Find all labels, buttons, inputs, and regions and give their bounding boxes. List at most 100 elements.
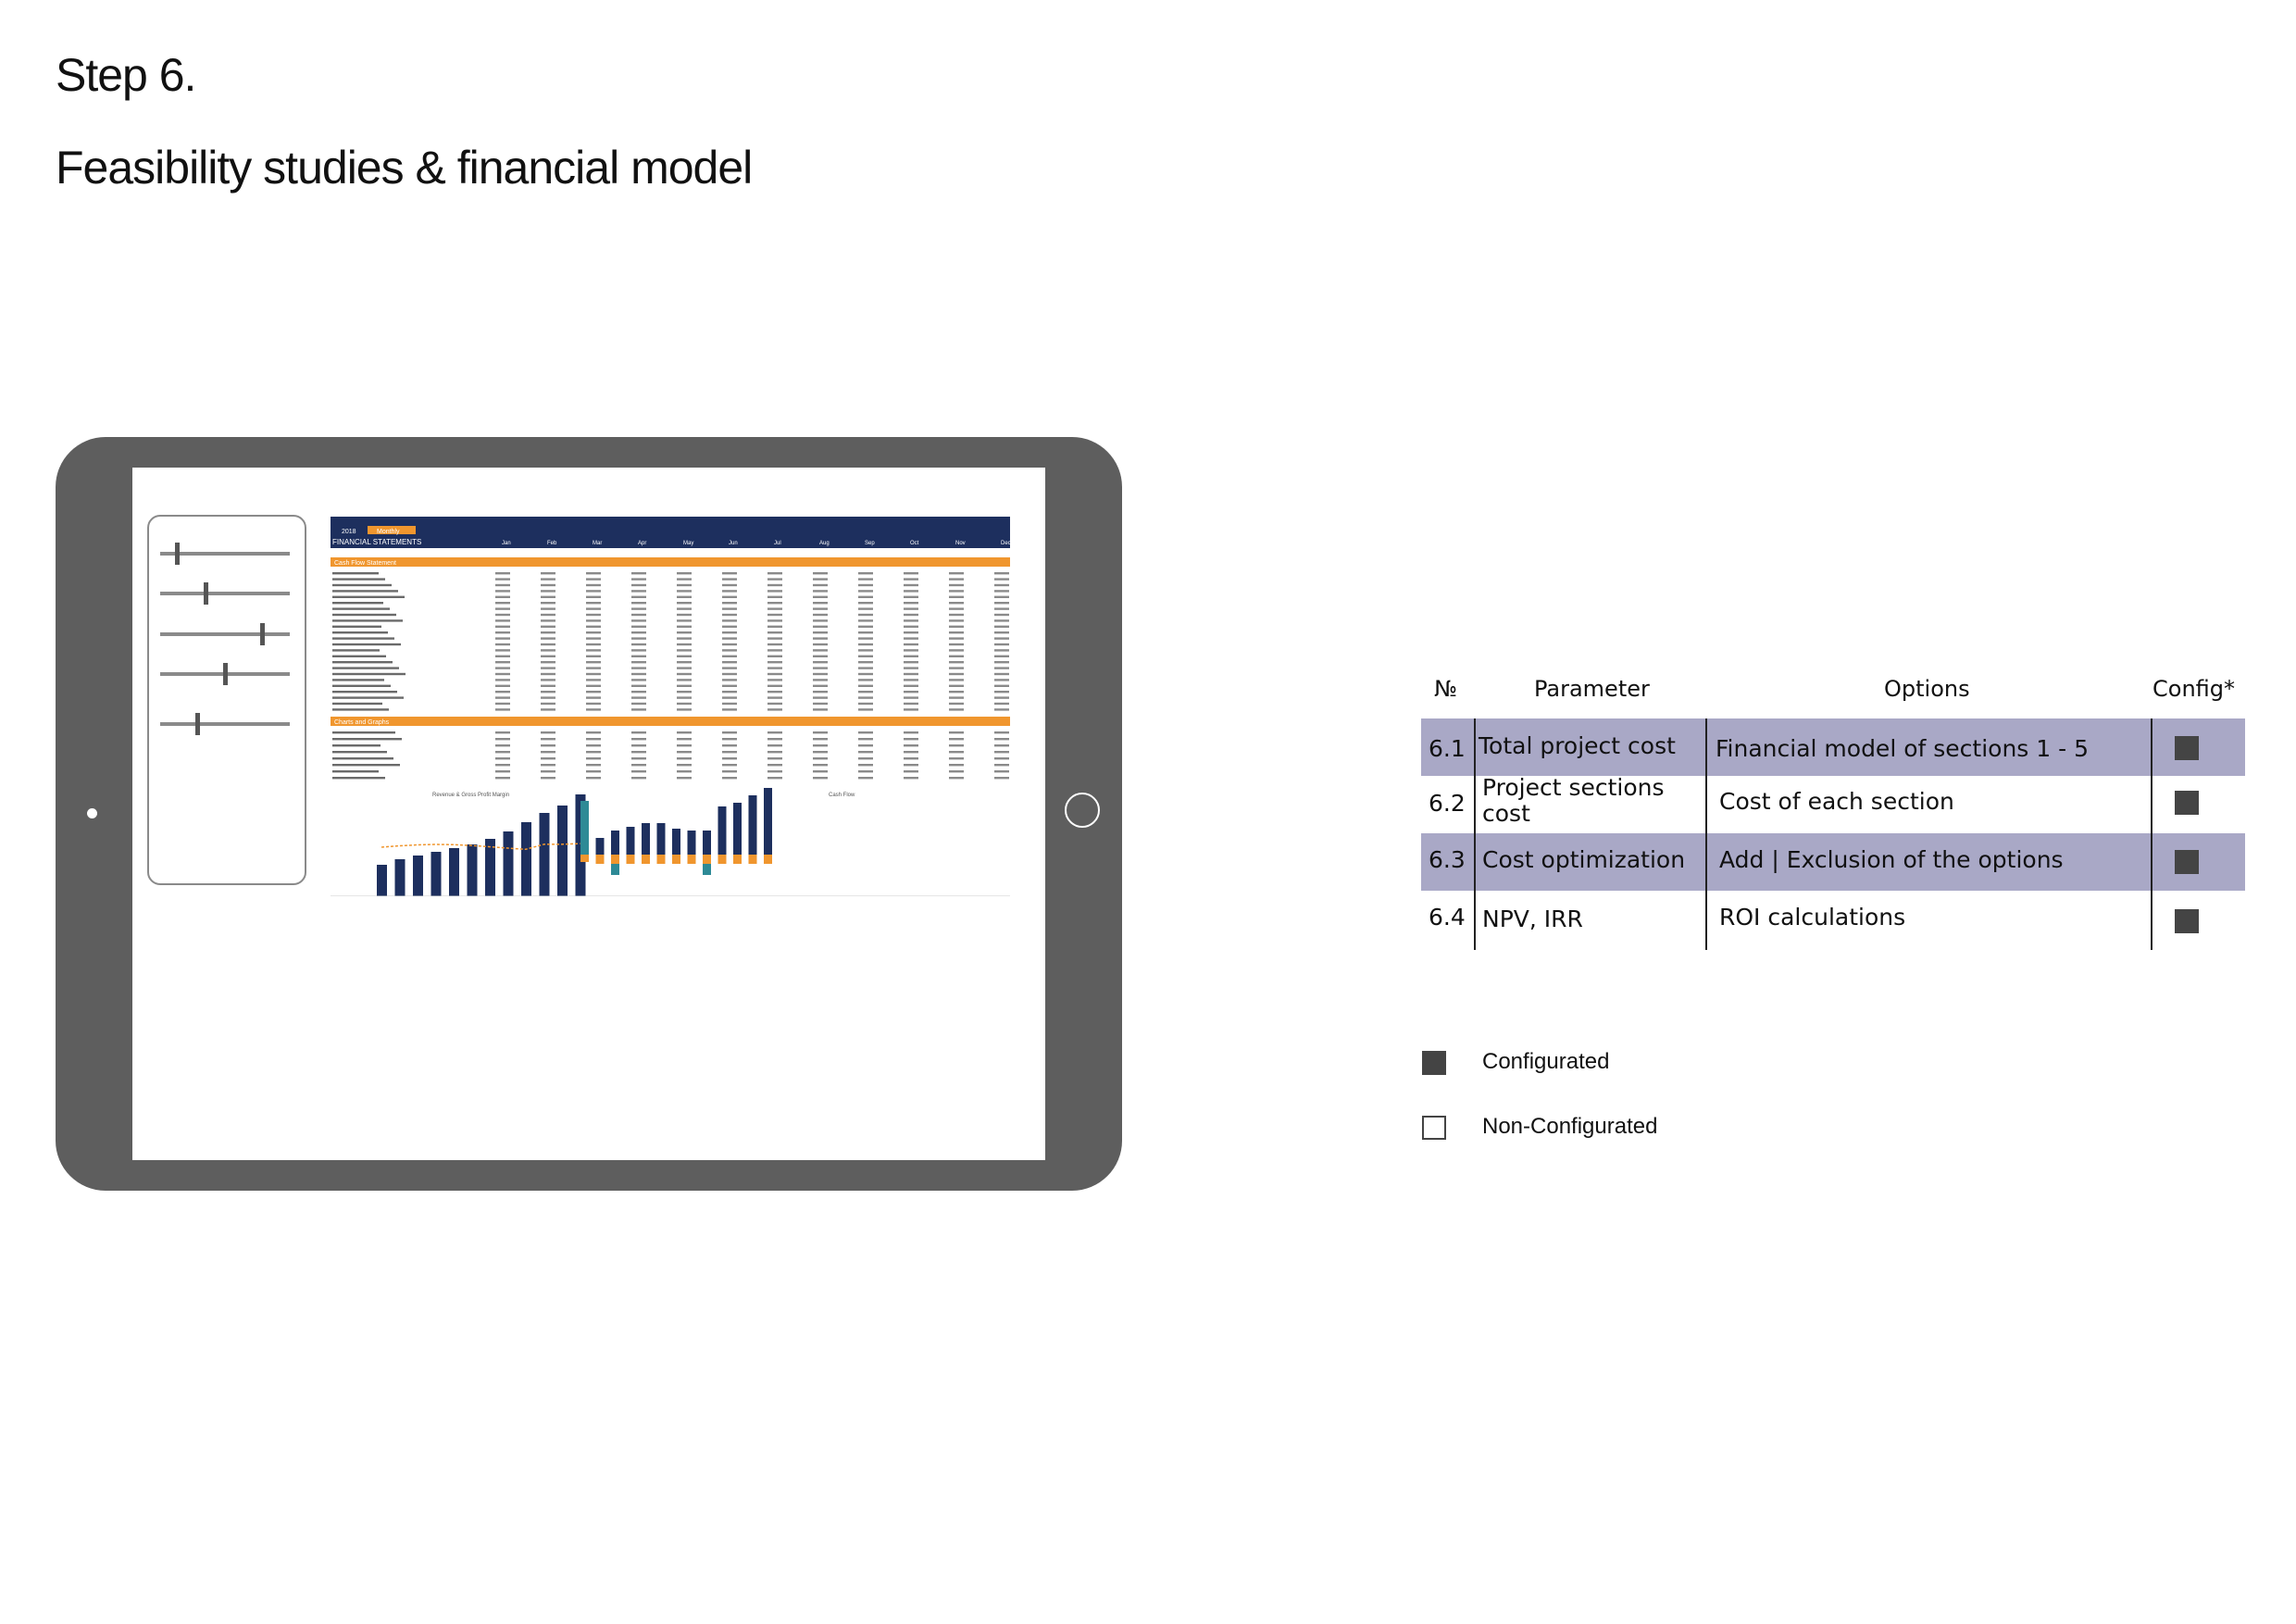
cell-placeholder	[722, 684, 737, 687]
cell-placeholder	[722, 770, 737, 773]
cell-placeholder	[586, 744, 601, 747]
cell-placeholder	[813, 691, 828, 693]
cell-placeholder	[813, 751, 828, 754]
cell-placeholder	[767, 684, 782, 687]
cell-placeholder	[949, 764, 964, 767]
cell-placeholder	[541, 691, 555, 693]
cell-placeholder	[722, 738, 737, 741]
cell-placeholder	[813, 655, 828, 657]
cell-placeholder	[722, 672, 737, 676]
cell-placeholder	[994, 764, 1009, 767]
revenue-bar	[521, 822, 531, 896]
row-label-placeholder	[332, 731, 395, 734]
cell-placeholder	[722, 572, 737, 575]
cell-placeholder	[904, 751, 918, 754]
cell-placeholder	[904, 696, 918, 699]
cell-placeholder	[722, 613, 737, 617]
cell-placeholder	[495, 643, 510, 646]
cell-placeholder	[495, 672, 510, 676]
configured-legend-label: Configurated	[1482, 1049, 1610, 1074]
cell-placeholder	[994, 631, 1009, 634]
row-label-placeholder	[332, 578, 385, 581]
cell-placeholder	[904, 764, 918, 767]
cell-placeholder	[994, 590, 1009, 593]
cell-placeholder	[495, 696, 510, 699]
cell-placeholder	[767, 679, 782, 681]
cell-placeholder	[631, 613, 646, 617]
cell-placeholder	[904, 602, 918, 605]
cell-placeholder	[858, 583, 873, 587]
revenue-bar	[430, 852, 442, 896]
cell-placeholder	[767, 751, 782, 754]
cell-placeholder	[994, 649, 1009, 652]
cell-placeholder	[767, 708, 782, 711]
revenue-chart	[377, 794, 586, 896]
cell-placeholder	[722, 637, 737, 640]
cell-placeholder	[722, 578, 737, 581]
row-label-placeholder	[332, 764, 400, 767]
column-divider	[2151, 718, 2152, 950]
cell-placeholder	[631, 590, 646, 593]
cashflow-bar-negative	[656, 855, 666, 864]
cell-placeholder	[631, 631, 646, 634]
row-option: Add | Exclusion of the options	[1719, 846, 2064, 873]
month-label: Jan	[502, 541, 511, 546]
cell-placeholder	[949, 625, 964, 628]
cell-placeholder	[767, 602, 782, 605]
section-band	[331, 557, 1010, 567]
cell-placeholder	[949, 602, 964, 605]
cell-placeholder	[767, 757, 782, 760]
cell-placeholder	[994, 708, 1009, 711]
cell-placeholder	[813, 649, 828, 652]
column-divider	[1705, 718, 1707, 950]
cell-placeholder	[949, 770, 964, 773]
cell-placeholder	[767, 613, 782, 617]
cell-placeholder	[722, 619, 737, 622]
cell-placeholder	[586, 708, 601, 711]
cell-placeholder	[858, 661, 873, 664]
cell-placeholder	[904, 578, 918, 581]
cell-placeholder	[813, 572, 828, 575]
cell-placeholder	[631, 679, 646, 681]
slider-track	[160, 713, 290, 735]
cashflow-bar	[642, 823, 650, 855]
cell-placeholder	[631, 625, 646, 628]
cell-placeholder	[949, 751, 964, 754]
cell-placeholder	[858, 667, 873, 669]
cell-placeholder	[631, 595, 646, 598]
cell-placeholder	[994, 619, 1009, 622]
cell-placeholder	[994, 691, 1009, 693]
cell-placeholder	[722, 667, 737, 669]
row-label-placeholder	[332, 643, 401, 646]
financial-statement-preview: 2018 Monthly FINANCIAL STATEMENTS Jan Feb…	[331, 517, 1010, 896]
cell-placeholder	[722, 679, 737, 681]
cell-placeholder	[541, 757, 555, 760]
cell-placeholder	[677, 613, 692, 617]
cell-placeholder	[586, 738, 601, 741]
cell-placeholder	[495, 744, 510, 747]
cell-placeholder	[994, 744, 1009, 747]
cell-placeholder	[495, 619, 510, 622]
spreadsheet-rows	[332, 572, 1009, 780]
cell-placeholder	[631, 667, 646, 669]
month-label: Oct	[910, 541, 919, 546]
cell-placeholder	[586, 590, 601, 593]
cell-placeholder	[541, 572, 555, 575]
cell-placeholder	[813, 613, 828, 617]
cell-placeholder	[904, 625, 918, 628]
tablet-home-button	[1065, 793, 1100, 828]
month-label: Feb	[547, 541, 557, 546]
row-label-placeholder	[332, 702, 382, 706]
cell-placeholder	[586, 602, 601, 605]
cell-placeholder	[994, 672, 1009, 676]
cell-placeholder	[767, 643, 782, 646]
cell-placeholder	[767, 667, 782, 669]
cell-placeholder	[631, 684, 646, 687]
cell-placeholder	[767, 590, 782, 593]
cell-placeholder	[495, 764, 510, 767]
cell-placeholder	[813, 667, 828, 669]
cell-placeholder	[904, 637, 918, 640]
slider-knob	[204, 582, 209, 605]
page-title: Feasibility studies & financial model	[56, 142, 753, 194]
row-parameter-line1: Project sections	[1482, 774, 1665, 801]
